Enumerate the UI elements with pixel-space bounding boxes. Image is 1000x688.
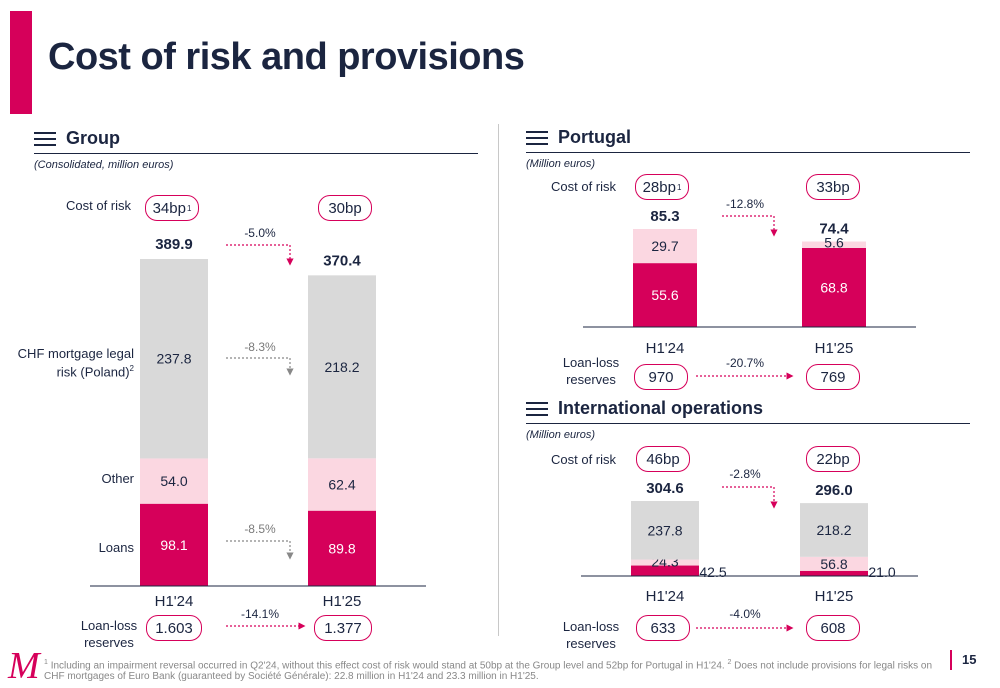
portugal-title: Portugal xyxy=(558,127,632,147)
column-divider xyxy=(498,124,499,636)
menu-icon xyxy=(526,402,548,416)
portugal-reserves-h1-24: 970 xyxy=(634,364,688,390)
international-title: International operations xyxy=(558,398,764,418)
international-reserves-h1-24: 633 xyxy=(636,615,690,641)
international-value-other-1: 56.8 xyxy=(820,556,847,572)
portugal-reserves-change: -20.7% xyxy=(725,356,765,370)
international-value-loans-1: 21.0 xyxy=(868,564,895,580)
group-title: Group xyxy=(66,128,120,148)
international-bar-chf-0 xyxy=(631,501,699,560)
group-cor-arrow xyxy=(226,244,294,266)
group-bar-chf-1 xyxy=(308,275,376,459)
international-total-0: 304.6 xyxy=(646,480,684,497)
portugal-category-0: H1'24 xyxy=(646,340,685,357)
international-subtitle: (Million euros) xyxy=(526,429,596,441)
group-rule xyxy=(34,153,478,154)
group-value-other-1: 62.4 xyxy=(328,477,355,493)
international-reserves-change: -4.0% xyxy=(729,607,761,621)
portugal-cor-arrow xyxy=(722,215,778,237)
page-number: 15 xyxy=(962,652,977,667)
portugal-value-other-0: 29.7 xyxy=(651,238,678,254)
group-total-1: 370.4 xyxy=(323,252,361,269)
group-cor-h1-24: 34bp 1 xyxy=(145,195,199,221)
menu-icon xyxy=(34,132,56,146)
page-number-bar xyxy=(950,650,952,670)
portugal-category-1: H1'25 xyxy=(815,340,854,357)
company-logo: M xyxy=(8,645,40,687)
international-cost-of-risk-label: Cost of risk xyxy=(551,452,617,467)
title-accent-bar xyxy=(10,11,32,114)
international-cor-h1-25: 22bp xyxy=(806,446,860,472)
group-value-chf-1: 218.2 xyxy=(324,359,359,375)
group-chf-arrow xyxy=(226,357,294,376)
international-total-1: 296.0 xyxy=(815,482,853,499)
international-bar-chf-1 xyxy=(800,503,868,557)
group-bar-other-0 xyxy=(140,458,208,504)
portugal-value-loans-1: 68.8 xyxy=(820,279,847,295)
portugal-bar-loans-1 xyxy=(802,247,866,327)
group-loans-change: -8.5% xyxy=(244,522,276,536)
group-category-1: H1'25 xyxy=(323,593,362,610)
group-other-label: Other xyxy=(101,471,134,486)
group-loans-arrow xyxy=(226,540,294,560)
portugal-total-0: 85.3 xyxy=(650,208,679,225)
group-category-0: H1'24 xyxy=(155,593,194,610)
international-category-0: H1'24 xyxy=(646,588,685,605)
group-reserves-h1-24: 1.603 xyxy=(146,615,202,641)
international-cor-arrow xyxy=(722,486,778,509)
international-cor-change: -2.8% xyxy=(729,467,761,481)
menu-icon xyxy=(526,131,548,145)
international-category-1: H1'25 xyxy=(815,588,854,605)
portugal-total-1: 74.4 xyxy=(819,221,849,238)
international-value-loans-0: 42.5 xyxy=(699,564,726,580)
group-bar-loans-1 xyxy=(308,510,376,586)
group-bar-chf-0 xyxy=(140,259,208,459)
international-bar-other-0 xyxy=(631,559,699,566)
group-total-0: 389.9 xyxy=(155,236,193,253)
portugal-rule xyxy=(526,152,970,153)
portugal-cor-h1-24: 28bp 1 xyxy=(635,174,689,200)
portugal-bar-other-0 xyxy=(633,229,697,264)
portugal-subtitle: (Million euros) xyxy=(526,158,596,170)
international-reserves-label: Loan-loss reserves xyxy=(562,619,620,651)
portugal-cor-h1-25: 33bp xyxy=(806,174,860,200)
group-value-loans-0: 98.1 xyxy=(160,537,187,553)
group-chf-label: CHF mortgage legal risk (Poland)2 xyxy=(17,346,134,380)
portugal-value-other-1: 5.6 xyxy=(824,235,844,251)
international-value-chf-1: 218.2 xyxy=(816,522,851,538)
international-cor-h1-24: 46bp xyxy=(636,446,690,472)
group-bar-loans-0 xyxy=(140,503,208,586)
portugal-value-loans-0: 55.6 xyxy=(651,287,678,303)
group-loans-label: Loans xyxy=(98,540,134,555)
group-subtitle: (Consolidated, million euros) xyxy=(34,159,174,171)
group-chf-change: -8.3% xyxy=(244,340,276,354)
international-bar-other-1 xyxy=(800,556,868,571)
portugal-cor-change: -12.8% xyxy=(725,197,765,211)
group-cost-of-risk-label: Cost of risk xyxy=(66,198,132,213)
group-value-other-0: 54.0 xyxy=(160,473,187,489)
international-bar-loans-0 xyxy=(631,565,699,576)
portugal-reserves-label: Loan-loss reserves xyxy=(562,355,620,387)
portugal-bar-loans-0 xyxy=(633,263,697,327)
footnotes: 1 Including an impairment reversal occur… xyxy=(44,659,933,683)
group-value-loans-1: 89.8 xyxy=(328,540,355,556)
group-reserves-h1-25: 1.377 xyxy=(314,615,372,641)
group-reserves-change: -14.1% xyxy=(240,607,280,621)
group-reserves-label: Loan-loss reserves xyxy=(80,618,138,650)
group-bar-other-1 xyxy=(308,458,376,511)
portugal-cost-of-risk-label: Cost of risk xyxy=(551,179,617,194)
group-cor-h1-25: 30bp xyxy=(318,195,372,221)
international-rule xyxy=(526,423,970,424)
international-bar-loans-1 xyxy=(800,570,868,576)
page-title: Cost of risk and provisions xyxy=(48,36,525,78)
international-reserves-h1-25: 608 xyxy=(806,615,860,641)
group-value-chf-0: 237.8 xyxy=(156,351,191,367)
portugal-bar-other-1 xyxy=(802,241,866,248)
group-cor-change: -5.0% xyxy=(244,226,276,240)
portugal-reserves-h1-25: 769 xyxy=(806,364,860,390)
international-value-chf-0: 237.8 xyxy=(647,522,682,538)
